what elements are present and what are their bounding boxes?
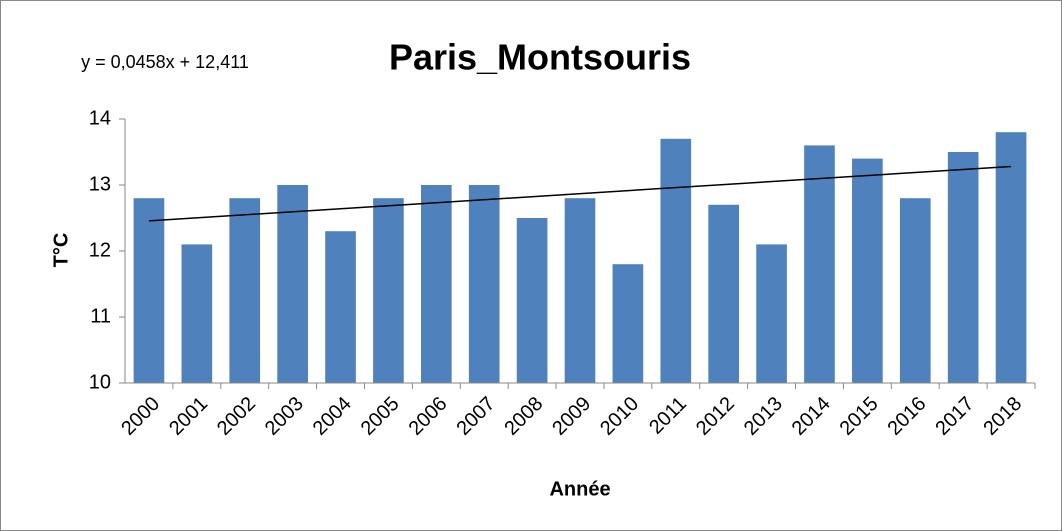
chart-title: Paris_Montsouris	[389, 37, 691, 78]
trendline	[148, 165, 1012, 222]
bar	[660, 138, 692, 383]
bar	[708, 204, 740, 383]
bar	[995, 132, 1027, 383]
bar	[181, 244, 213, 383]
y-tick-label: 11	[90, 305, 111, 327]
bar	[468, 185, 500, 383]
bar	[133, 198, 165, 383]
bar	[612, 264, 644, 383]
x-axis-label: Année	[549, 478, 610, 500]
bar	[420, 185, 452, 383]
bar	[804, 145, 835, 383]
bar	[516, 218, 548, 383]
y-axis-label: T°C	[50, 233, 72, 268]
bar	[947, 152, 979, 383]
bar	[229, 198, 261, 383]
bar	[373, 198, 404, 383]
bar	[899, 198, 931, 383]
bar	[564, 198, 596, 383]
y-tick-label: 14	[89, 107, 111, 129]
y-tick-label: 12	[89, 239, 111, 261]
y-tick-label: 13	[89, 173, 111, 195]
bar	[852, 158, 883, 383]
trendline-equation: y = 0,0458x + 12,411	[81, 52, 249, 72]
bar	[325, 231, 356, 383]
bar	[756, 244, 787, 383]
bar	[277, 185, 308, 383]
y-tick-label: 10	[89, 371, 111, 393]
